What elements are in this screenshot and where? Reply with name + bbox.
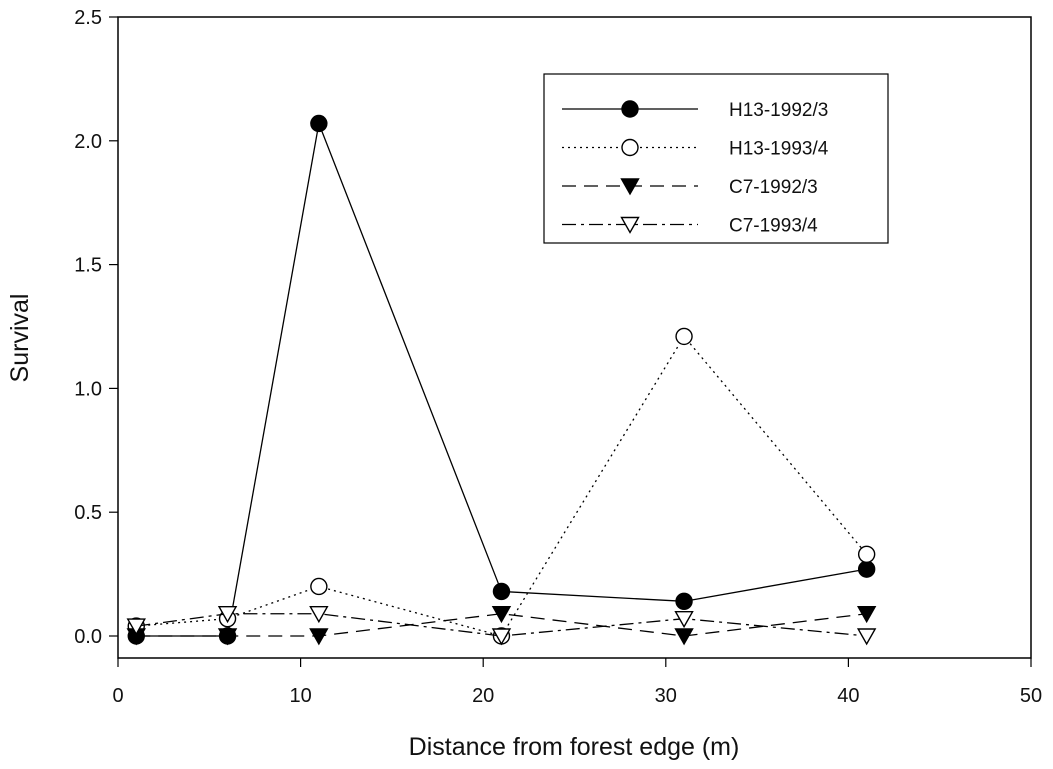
legend-box — [543, 73, 889, 244]
y-tick-label: 2.5 — [74, 7, 102, 29]
y-tick-label: 0.0 — [74, 626, 102, 648]
data-point — [857, 560, 876, 578]
data-point — [310, 114, 328, 133]
data-point — [310, 577, 328, 596]
y-tick-label: 1.0 — [74, 378, 102, 400]
y-tick-label: 0.5 — [74, 502, 102, 524]
legend-entry: C7-1992/3 — [562, 177, 818, 198]
y-tick-label: 1.5 — [74, 255, 102, 277]
series-4 — [126, 606, 877, 646]
x-axis-title: Distance from forest edge (m) — [409, 733, 740, 761]
x-tick-label: 50 — [1020, 685, 1042, 707]
plot-frame — [117, 16, 1032, 659]
series-layer — [126, 114, 877, 646]
legend-entry: H13-1992/3 — [562, 100, 828, 121]
data-point — [856, 606, 877, 624]
x-tick-label: 0 — [112, 685, 123, 707]
x-tick-label: 10 — [289, 685, 311, 707]
legend-marker — [620, 178, 640, 196]
legend-marker — [621, 100, 639, 118]
data-point — [217, 606, 238, 624]
x-tick-label: 30 — [655, 685, 677, 707]
data-point — [217, 628, 238, 646]
data-point — [675, 592, 693, 611]
series-line — [136, 613, 867, 637]
axis-ticks: 0 10 20 30 40 50 0.0 0.5 1.0 1.5 2.0 2.5 — [74, 7, 1042, 707]
legend-marker — [621, 138, 639, 157]
data-point — [674, 610, 694, 629]
y-axis-title: Survival — [6, 294, 34, 383]
data-point — [309, 628, 329, 646]
data-point — [856, 628, 877, 646]
y-tick-label: 2.0 — [74, 131, 102, 153]
legend-entry: C7-1993/4 — [562, 216, 818, 237]
legend-label: C7-1992/3 — [729, 177, 818, 198]
data-point — [491, 628, 512, 646]
x-tick-label: 20 — [472, 685, 494, 707]
legend-label: C7-1993/4 — [729, 216, 818, 237]
legend: H13-1992/3 H13-1993/4 C7-1992/3 C7-1993/4 — [543, 73, 889, 244]
data-point — [491, 606, 512, 624]
data-point — [675, 327, 693, 346]
legend-marker — [620, 216, 640, 234]
series-line — [136, 335, 868, 637]
data-point — [492, 582, 511, 601]
data-point — [857, 545, 876, 563]
legend-label: H13-1993/4 — [729, 139, 829, 160]
x-tick-label: 40 — [837, 685, 859, 707]
data-point — [674, 628, 694, 646]
legend-entry: H13-1993/4 — [562, 139, 829, 160]
legend-label: H13-1992/3 — [729, 100, 828, 121]
data-point — [309, 606, 329, 624]
data-point — [126, 618, 146, 636]
